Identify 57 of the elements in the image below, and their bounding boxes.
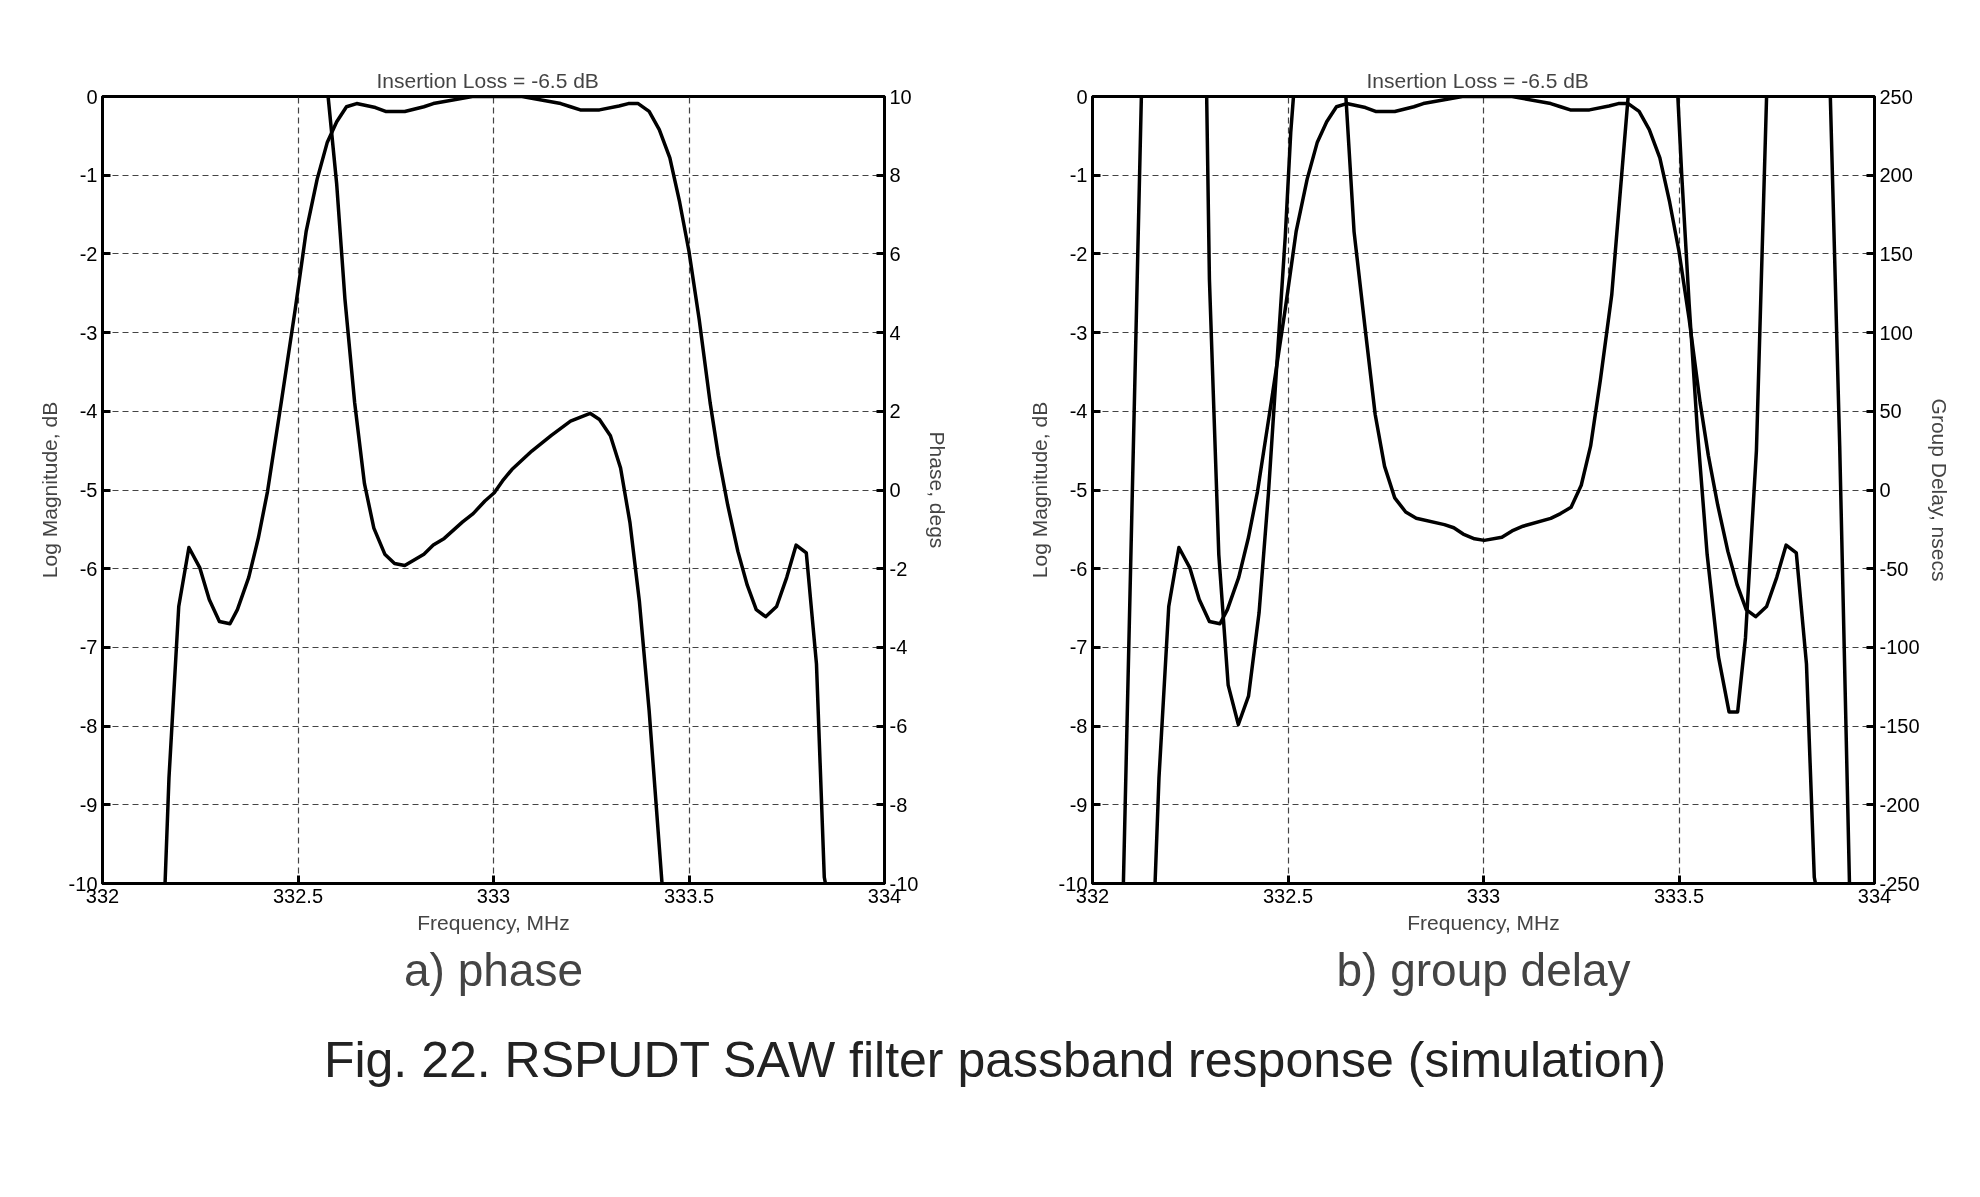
y2-tick-label: 0 xyxy=(889,479,901,501)
y-tick-label: -1 xyxy=(79,164,98,187)
y-tick-label: -4 xyxy=(79,400,98,423)
x-tick-label: 333.5 xyxy=(1653,884,1705,907)
y2-tick-label: -2 xyxy=(889,557,908,580)
y2-axis-title: Phase, degs xyxy=(926,431,950,549)
y-tick-label: -3 xyxy=(79,321,98,344)
y2-tick-label: -50 xyxy=(1879,557,1909,580)
chart-title: Insertion Loss = -6.5 dB xyxy=(376,68,599,92)
x-axis-title: Frequency, MHz xyxy=(417,910,570,934)
y-axis-title: Log Magnitude, dB xyxy=(1027,401,1051,579)
y2-tick-label: 0 xyxy=(1879,479,1891,501)
y-tick-label: -9 xyxy=(1069,793,1088,816)
y-tick-label: -7 xyxy=(1069,636,1088,659)
y2-tick-label: -8 xyxy=(889,793,908,816)
y2-tick-label: -200 xyxy=(1879,793,1920,816)
y2-tick-label: 200 xyxy=(1879,164,1913,187)
text: a) phase xyxy=(403,943,584,996)
x-tick-label: 333.5 xyxy=(663,884,715,907)
x-axis-title: Frequency, MHz xyxy=(1407,910,1560,934)
y-tick-label: -7 xyxy=(79,636,98,659)
y-tick-label: -2 xyxy=(1069,242,1088,265)
y2-tick-label: 2 xyxy=(889,400,901,423)
y-axis-title: Log Magnitude, dB xyxy=(37,401,61,579)
y-tick-label: -3 xyxy=(1069,321,1088,344)
y-tick-label: -5 xyxy=(79,479,98,501)
y2-tick-label: -6 xyxy=(889,715,908,738)
y2-tick-label: -150 xyxy=(1879,715,1920,738)
y-tick-label: -8 xyxy=(79,715,98,738)
y-tick-label: -6 xyxy=(79,557,98,580)
y2-tick-label: 150 xyxy=(1879,242,1913,265)
y2-tick-label: 100 xyxy=(1879,321,1913,344)
y-tick-label: -8 xyxy=(1069,715,1088,738)
y-tick-label: 0 xyxy=(86,85,98,108)
y-tick-label: -2 xyxy=(79,242,98,265)
y-tick-label: 0 xyxy=(1076,85,1088,108)
y2-tick-label: 50 xyxy=(1879,400,1902,423)
y2-tick-label: 4 xyxy=(889,321,901,344)
y2-axis-title: Group Delay, nsecs xyxy=(1927,398,1951,582)
x-tick-label: 332.5 xyxy=(1262,884,1314,907)
y-tick-label: -4 xyxy=(1069,400,1088,423)
y-tick-label: -5 xyxy=(1069,479,1088,501)
y-tick-label: -1 xyxy=(1069,164,1088,187)
x-tick-label: 333 xyxy=(476,884,511,907)
chart-title: Insertion Loss = -6.5 dB xyxy=(1366,68,1589,92)
y2-tick-label: -100 xyxy=(1879,636,1920,659)
y-tick-label: -9 xyxy=(79,793,98,816)
x-tick-label: 332.5 xyxy=(272,884,324,907)
y2-tick-label: 250 xyxy=(1879,85,1913,108)
y2-tick-label: -4 xyxy=(889,636,908,659)
y2-tick-label: 10 xyxy=(889,85,912,108)
text: Fig. 22. RSPUDT SAW filter passband response (simulation) xyxy=(323,1031,1667,1090)
x-tick-label: 333 xyxy=(1466,884,1501,907)
y2-tick-label: 8 xyxy=(889,164,901,187)
text: b) group delay xyxy=(1336,943,1631,996)
y-tick-label: -6 xyxy=(1069,557,1088,580)
y2-tick-label: 6 xyxy=(889,242,901,265)
